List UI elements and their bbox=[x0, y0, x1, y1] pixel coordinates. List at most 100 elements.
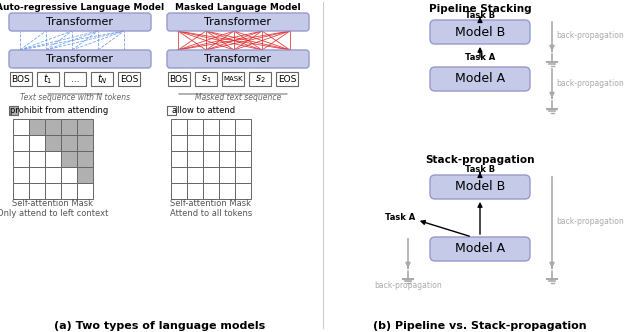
Text: Self-attention Mask: Self-attention Mask bbox=[13, 200, 93, 208]
Text: allow to attend: allow to attend bbox=[172, 106, 236, 115]
Bar bbox=[9, 106, 18, 115]
FancyBboxPatch shape bbox=[167, 50, 309, 68]
Bar bbox=[61, 135, 77, 151]
FancyBboxPatch shape bbox=[167, 13, 309, 31]
Text: Model A: Model A bbox=[455, 72, 505, 86]
Bar bbox=[91, 72, 113, 86]
Text: EOS: EOS bbox=[120, 74, 138, 84]
Bar bbox=[45, 119, 61, 135]
Bar bbox=[249, 72, 271, 86]
Bar bbox=[235, 135, 251, 151]
Bar bbox=[222, 72, 244, 86]
Text: Model B: Model B bbox=[455, 26, 505, 39]
Bar bbox=[61, 167, 77, 183]
Bar bbox=[29, 167, 45, 183]
Text: back-propagation: back-propagation bbox=[374, 281, 442, 290]
Bar bbox=[203, 183, 219, 199]
FancyBboxPatch shape bbox=[9, 13, 151, 31]
Bar bbox=[118, 72, 140, 86]
Bar bbox=[171, 135, 187, 151]
Bar bbox=[276, 72, 298, 86]
Text: Auto-regressive Language Model: Auto-regressive Language Model bbox=[0, 3, 164, 12]
Bar bbox=[61, 151, 77, 167]
Text: Transformer: Transformer bbox=[47, 17, 113, 27]
Bar bbox=[13, 183, 29, 199]
Text: (a) Two types of language models: (a) Two types of language models bbox=[54, 321, 266, 331]
Text: Transformer: Transformer bbox=[205, 17, 271, 27]
Text: Stack-propagation: Stack-propagation bbox=[425, 155, 535, 165]
Text: Task B: Task B bbox=[465, 11, 495, 20]
Text: BOS: BOS bbox=[12, 74, 30, 84]
Bar bbox=[187, 151, 203, 167]
FancyBboxPatch shape bbox=[430, 67, 530, 91]
Bar bbox=[203, 119, 219, 135]
FancyBboxPatch shape bbox=[430, 237, 530, 261]
Text: prohibit from attending: prohibit from attending bbox=[10, 106, 108, 115]
Text: back-propagation: back-propagation bbox=[556, 217, 624, 226]
Text: EOS: EOS bbox=[278, 74, 296, 84]
Bar bbox=[171, 183, 187, 199]
Bar bbox=[64, 72, 86, 86]
Bar bbox=[37, 72, 59, 86]
Text: Transformer: Transformer bbox=[205, 54, 271, 64]
Text: Transformer: Transformer bbox=[47, 54, 113, 64]
Text: Task A: Task A bbox=[465, 52, 495, 61]
Text: $s_2$: $s_2$ bbox=[255, 73, 266, 85]
Text: Text sequence with N tokens: Text sequence with N tokens bbox=[20, 93, 130, 102]
Bar bbox=[45, 183, 61, 199]
Text: ...: ... bbox=[70, 74, 79, 84]
Bar bbox=[203, 151, 219, 167]
FancyBboxPatch shape bbox=[9, 50, 151, 68]
Bar bbox=[13, 119, 29, 135]
Text: $t_1$: $t_1$ bbox=[44, 72, 52, 86]
Bar bbox=[168, 72, 190, 86]
Bar bbox=[195, 72, 217, 86]
Text: Pipeline Stacking: Pipeline Stacking bbox=[429, 4, 531, 14]
Bar bbox=[203, 135, 219, 151]
Bar bbox=[219, 135, 235, 151]
Bar bbox=[171, 167, 187, 183]
Text: Attend to all tokens: Attend to all tokens bbox=[170, 208, 252, 217]
Bar bbox=[77, 119, 93, 135]
FancyBboxPatch shape bbox=[430, 175, 530, 199]
Text: $s_1$: $s_1$ bbox=[201, 73, 211, 85]
Text: Masked Language Model: Masked Language Model bbox=[175, 3, 301, 12]
Bar bbox=[219, 151, 235, 167]
Bar bbox=[29, 151, 45, 167]
Bar bbox=[61, 119, 77, 135]
Bar bbox=[77, 183, 93, 199]
Bar bbox=[61, 183, 77, 199]
Bar bbox=[187, 167, 203, 183]
Text: MASK: MASK bbox=[223, 76, 243, 82]
Bar bbox=[219, 183, 235, 199]
Text: Only attend to left context: Only attend to left context bbox=[0, 208, 109, 217]
Text: back-propagation: back-propagation bbox=[556, 32, 624, 41]
Text: Task B: Task B bbox=[465, 165, 495, 175]
Text: Task A: Task A bbox=[385, 213, 415, 222]
Bar bbox=[13, 135, 29, 151]
Bar bbox=[187, 183, 203, 199]
Bar bbox=[77, 135, 93, 151]
Bar bbox=[13, 167, 29, 183]
Bar bbox=[45, 151, 61, 167]
Bar bbox=[29, 183, 45, 199]
Bar bbox=[29, 119, 45, 135]
Bar bbox=[171, 119, 187, 135]
Bar bbox=[219, 119, 235, 135]
Text: Model B: Model B bbox=[455, 181, 505, 194]
Bar bbox=[77, 167, 93, 183]
Bar bbox=[10, 72, 32, 86]
Bar bbox=[77, 151, 93, 167]
Bar bbox=[235, 151, 251, 167]
FancyBboxPatch shape bbox=[430, 20, 530, 44]
Bar bbox=[187, 119, 203, 135]
Bar bbox=[235, 119, 251, 135]
Text: Self-attention Mask: Self-attention Mask bbox=[170, 200, 252, 208]
Bar bbox=[167, 106, 176, 115]
Bar bbox=[45, 167, 61, 183]
Bar bbox=[203, 167, 219, 183]
Text: Model A: Model A bbox=[455, 242, 505, 256]
Text: (b) Pipeline vs. Stack-propagation: (b) Pipeline vs. Stack-propagation bbox=[373, 321, 587, 331]
Bar bbox=[235, 183, 251, 199]
Text: Masked text sequence: Masked text sequence bbox=[195, 93, 281, 102]
